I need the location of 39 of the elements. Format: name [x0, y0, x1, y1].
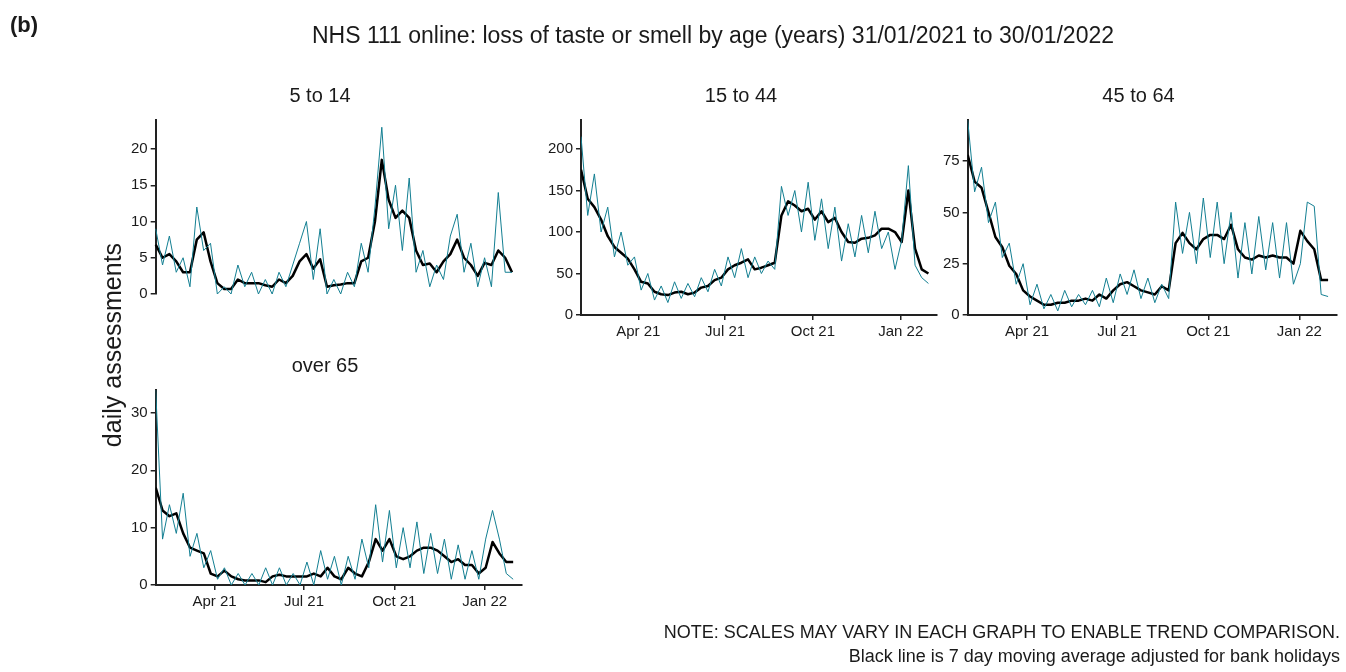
- y-tick-label: 0: [564, 305, 574, 323]
- y-tick-label: 5: [139, 247, 148, 265]
- chart-title: over 65: [291, 353, 359, 376]
- y-tick-label: 100: [548, 222, 574, 240]
- y-tick-label: 75: [943, 151, 960, 169]
- y-tick-label: 0: [139, 284, 148, 302]
- x-tick-label: Oct 21: [372, 592, 417, 610]
- y-tick-label: 0: [139, 575, 148, 593]
- x-tick-label: Apr 21: [192, 592, 237, 610]
- x-tick-label: Apr 21: [1004, 322, 1050, 340]
- y-tick-label: 10: [131, 211, 148, 229]
- y-tick-label: 150: [548, 180, 574, 198]
- y-tick-label: 15: [131, 175, 148, 193]
- x-tick-label: Jan 22: [878, 322, 924, 340]
- x-tick-label: Jul 21: [1097, 322, 1138, 340]
- x-tick-label: Jul 21: [283, 592, 324, 610]
- x-tick-label: Jul 21: [705, 322, 746, 340]
- x-tick-label: Jan 22: [1276, 322, 1322, 340]
- text: daily assessments: [97, 242, 127, 448]
- text: NOTE: SCALES MAY VARY IN EACH GRAPH TO ENABLE TREND COMPARISON.: [663, 621, 1340, 644]
- y-tick-label: 30: [131, 403, 148, 421]
- y-tick-label: 20: [131, 139, 148, 157]
- y-tick-label: 25: [943, 253, 960, 271]
- x-tick-label: Oct 21: [1186, 322, 1231, 340]
- chart-title: 15 to 44: [704, 83, 778, 106]
- y-tick-label: 0: [951, 305, 960, 323]
- y-tick-label: 200: [548, 139, 574, 157]
- y-tick-label: 20: [131, 460, 148, 478]
- text: Black line is 7 day moving average adjusted for bank holidays: [847, 645, 1340, 668]
- chart-title: 45 to 64: [1102, 83, 1175, 106]
- chart-title: 5 to 14: [289, 83, 351, 106]
- y-tick-label: 50: [556, 263, 574, 281]
- y-tick-label: 50: [943, 202, 960, 220]
- y-tick-label: 10: [131, 517, 148, 535]
- text: NHS 111 online: loss of taste or smell by age (years) 31/01/2021 to 30/01/2022: [311, 22, 1115, 48]
- x-tick-label: Apr 21: [616, 322, 661, 340]
- x-tick-label: Oct 21: [790, 322, 836, 340]
- x-tick-label: Jan 22: [462, 592, 508, 610]
- text: (b): [10, 12, 39, 38]
